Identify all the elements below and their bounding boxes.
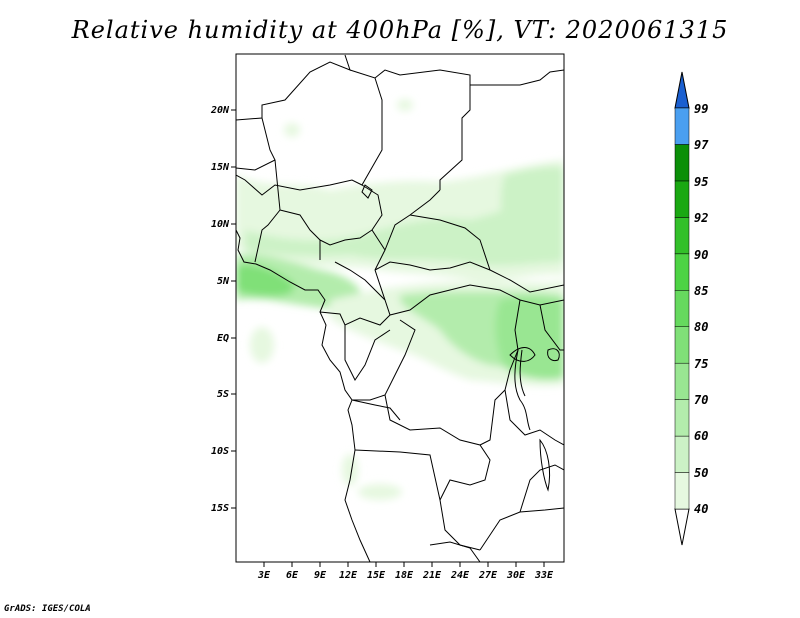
lat-tick-label: 20N xyxy=(210,105,230,116)
colorbar-label: 75 xyxy=(694,357,708,371)
colorbar-label: 95 xyxy=(694,175,708,189)
colorbar-segment xyxy=(674,362,690,400)
humid-patch-south-1 xyxy=(358,484,402,500)
lat-tick-label: EQ xyxy=(217,333,229,344)
lon-tick-label: 21E xyxy=(422,570,442,581)
lat-axis: 20N 15N 10N 5N EQ 5S 10S 15S xyxy=(210,105,236,514)
lon-tick-label: 18E xyxy=(395,570,414,581)
plot-frame xyxy=(235,53,565,563)
colorbar: 99 97 95 92 90 85 80 75 70 60 50 40 xyxy=(674,71,709,546)
lat-tick-label: 5S xyxy=(217,389,229,400)
colorbar-segment xyxy=(674,472,690,510)
colorbar-bottom-arrow xyxy=(674,508,690,546)
lat-tick-label: 10N xyxy=(211,219,230,230)
humid-east-north xyxy=(500,166,564,257)
lat-tick-label: 15N xyxy=(211,162,230,173)
credit-text: GrADS: IGES/COLA xyxy=(4,604,91,614)
colorbar-segment xyxy=(674,435,690,473)
humid-east xyxy=(495,297,564,380)
lon-tick-label: 30E xyxy=(506,570,526,581)
colorbar-segment xyxy=(674,326,690,364)
colorbar-top-arrow xyxy=(674,71,690,109)
borders xyxy=(236,54,564,562)
colorbar-segment xyxy=(674,107,690,145)
humid-patch-west xyxy=(250,327,274,363)
lon-tick-label: 3E xyxy=(257,570,271,581)
lon-tick-label: 33E xyxy=(534,570,554,581)
colorbar-segment xyxy=(674,217,690,255)
colorbar-segment xyxy=(674,144,690,182)
colorbar-label: 99 xyxy=(694,102,708,116)
lat-tick-label: 10S xyxy=(211,446,229,457)
colorbar-label: 40 xyxy=(694,502,708,516)
humidity-field xyxy=(236,99,564,500)
colorbar-label: 80 xyxy=(694,320,708,334)
chart-title: Relative humidity at 400hPa [%], VT: 202… xyxy=(71,16,729,44)
colorbar-label: 97 xyxy=(694,138,709,152)
lon-tick-label: 27E xyxy=(478,570,498,581)
lon-tick-label: 15E xyxy=(367,570,386,581)
colorbar-label: 90 xyxy=(694,248,708,262)
humid-band-north-inner xyxy=(245,190,564,266)
colorbar-segment xyxy=(674,399,690,437)
lon-tick-label: 6E xyxy=(286,570,299,581)
humid-patch-south-2 xyxy=(342,454,358,486)
humid-patch-north-2 xyxy=(397,99,413,111)
lon-tick-label: 24E xyxy=(450,570,470,581)
humid-patch-north-1 xyxy=(284,123,300,137)
humid-west-core xyxy=(236,264,295,297)
colorbar-label: 50 xyxy=(694,466,708,480)
lon-axis: 3E 6E 9E 12E 15E 18E 21E 24E 27E 30E 33E xyxy=(257,562,554,581)
colorbar-label: 70 xyxy=(694,393,708,407)
colorbar-label: 92 xyxy=(694,211,708,225)
lat-tick-label: 5N xyxy=(217,276,230,287)
colorbar-label: 85 xyxy=(694,284,708,298)
colorbar-segment xyxy=(674,290,690,327)
colorbar-segment xyxy=(674,180,690,218)
lon-tick-label: 9E xyxy=(314,570,327,581)
colorbar-label: 60 xyxy=(694,429,708,443)
lat-tick-label: 15S xyxy=(211,503,229,514)
lon-tick-label: 12E xyxy=(339,570,358,581)
colorbar-segment xyxy=(674,253,690,291)
